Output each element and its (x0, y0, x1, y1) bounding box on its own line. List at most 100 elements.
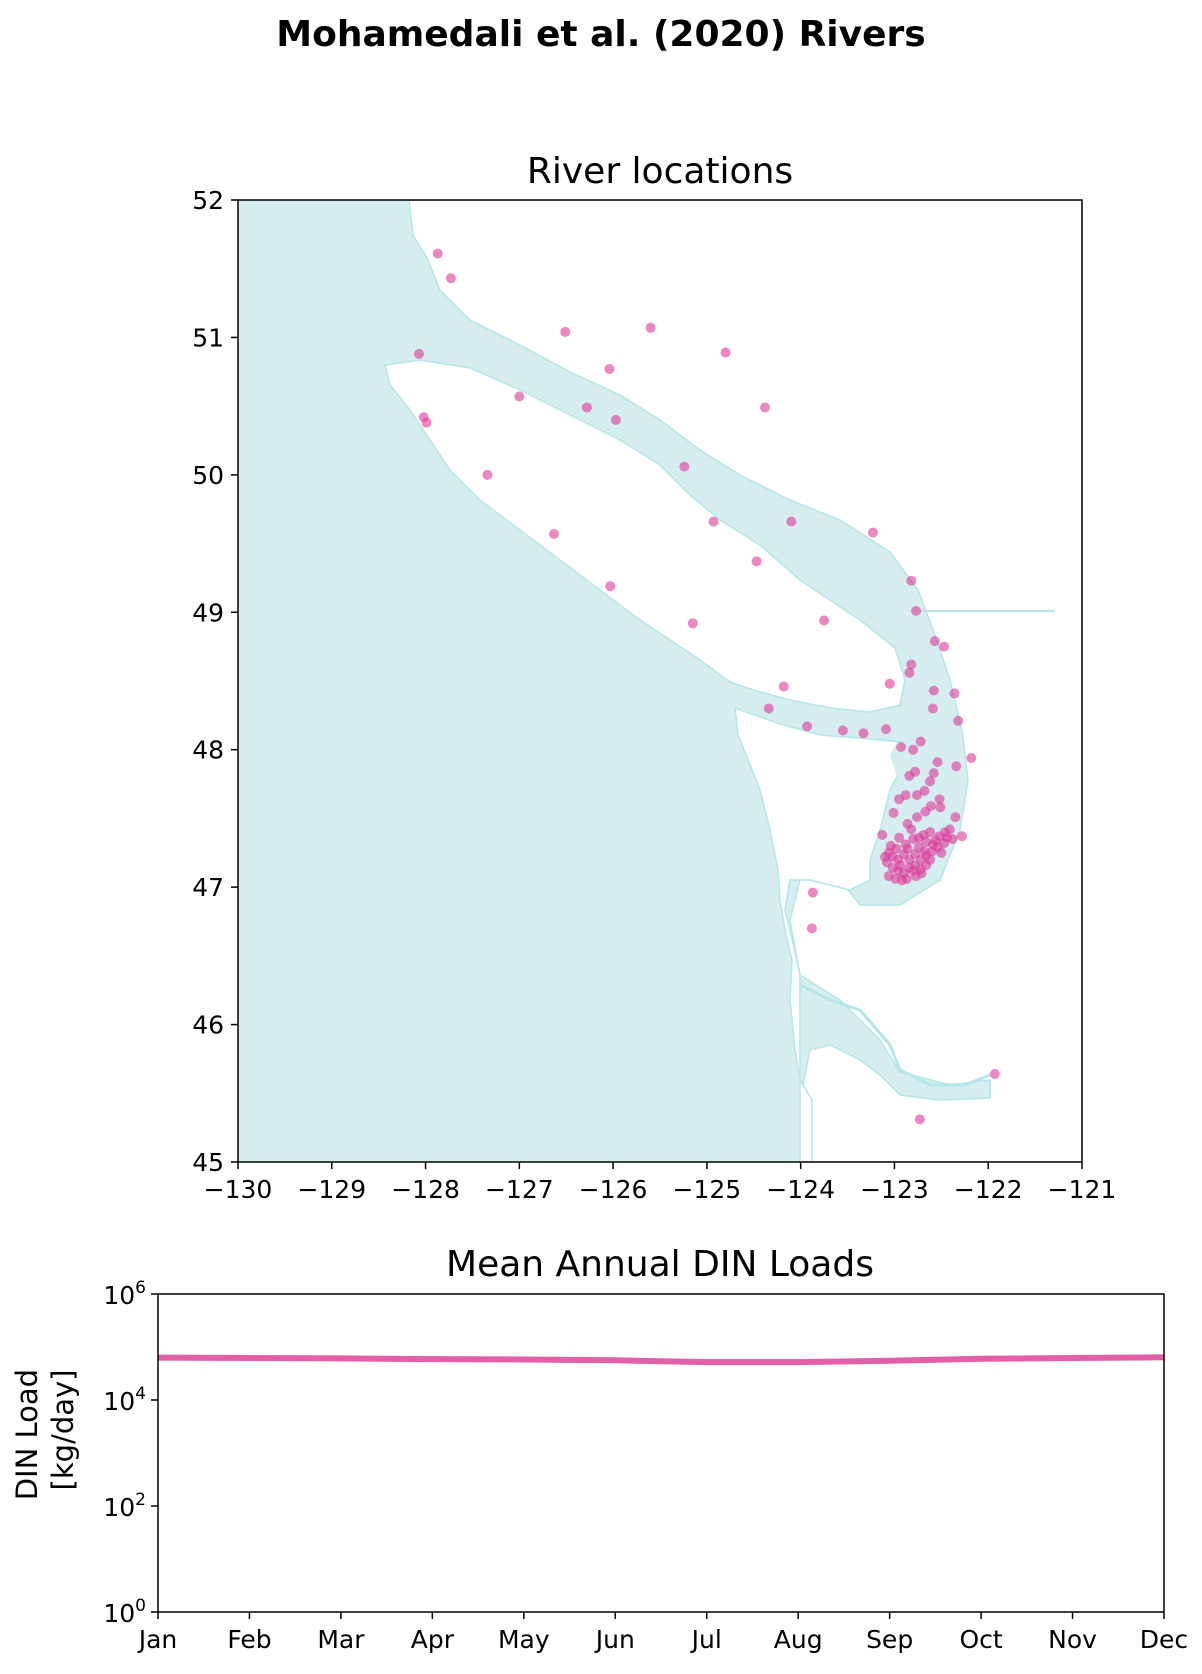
river-point (760, 402, 770, 413)
din-title: Mean Annual DIN Loads (446, 1244, 874, 1285)
river-point (904, 770, 915, 781)
river-point (906, 659, 917, 670)
river-point (432, 248, 443, 259)
din-y-tick-label: 104 (103, 1384, 146, 1416)
juan-de-fuca (735, 695, 905, 732)
river-point (786, 516, 797, 527)
map-panel: River locations −130 −129 −128 −127 −126 −125… (192, 151, 1116, 1204)
din-x-tick-label: Jan (137, 1625, 178, 1654)
din-x-axis: Jan Feb Mar Apr May Jun Jul Aug Sep Oct Nov Dec (137, 1612, 1188, 1654)
river-point (908, 865, 919, 876)
map-y-axis: 45 46 47 48 49 50 51 52 (192, 186, 238, 1177)
river-point (913, 832, 924, 843)
map-title: River locations (527, 151, 793, 192)
river-point (687, 618, 698, 629)
map-y-tick-label: 52 (192, 186, 224, 215)
river-point (953, 715, 964, 726)
mainland (408, 200, 1082, 1162)
river-point (930, 835, 941, 846)
map-x-tick-label: −126 (579, 1175, 648, 1204)
river-point (915, 736, 926, 747)
map-axes-frame (237, 199, 1083, 1163)
river-point (751, 556, 762, 567)
river-point (902, 843, 913, 854)
river-point (925, 854, 936, 865)
map-y-tick-label: 46 (192, 1011, 224, 1040)
din-load-line (158, 1354, 1164, 1366)
river-point (807, 887, 818, 898)
river-point (888, 807, 899, 818)
river-point (549, 529, 559, 539)
river-point (966, 753, 977, 763)
vancouver-island (384, 359, 906, 713)
din-x-tick-label: Oct (959, 1625, 1002, 1654)
map-y-tick-label: 51 (192, 323, 224, 352)
din-x-tick-label: Feb (227, 1625, 271, 1654)
din-y-tick-label: 106 (103, 1278, 146, 1310)
map-y-tick-label: 45 (192, 1148, 224, 1177)
river-point (645, 322, 656, 333)
river-point (932, 757, 943, 768)
river-point (904, 667, 915, 678)
din-series (158, 1354, 1164, 1366)
map-y-tick-label: 48 (192, 736, 224, 765)
map-y-tick-label: 49 (192, 598, 224, 627)
river-point (885, 840, 896, 851)
river-point (763, 703, 774, 714)
din-y-tick-label: 102 (103, 1490, 146, 1522)
river-point (819, 615, 830, 626)
din-y-label: DIN Load [kg/day] (10, 1360, 80, 1501)
din-y-label-line2: [kg/day] (46, 1370, 80, 1491)
river-point (908, 744, 919, 755)
river-point (919, 785, 930, 796)
din-x-tick-label: Mar (317, 1625, 365, 1654)
din-panel: Mean Annual DIN Loads Jan Feb Mar Apr May Jun… (10, 1244, 1188, 1654)
din-x-tick-label: Apr (411, 1625, 455, 1654)
river-point (935, 802, 946, 813)
river-point (951, 761, 962, 772)
river-point (894, 794, 905, 805)
din-x-tick-label: Aug (774, 1625, 823, 1654)
din-x-tick-label: Sep (866, 1625, 913, 1654)
river-point (939, 641, 950, 652)
map-x-tick-label: −121 (1048, 1175, 1117, 1204)
river-point (482, 469, 493, 480)
river-point (928, 768, 939, 779)
river-point (901, 873, 912, 884)
din-axes-frame (157, 1293, 1165, 1613)
river-point (920, 806, 931, 817)
columbia-river (799, 983, 991, 1087)
river-point (895, 860, 906, 871)
river-point (778, 681, 789, 692)
din-x-tick-label: Jun (594, 1625, 635, 1654)
river-point (605, 581, 616, 592)
river-point (950, 812, 961, 823)
map-y-tick-label: 50 (192, 461, 224, 490)
river-point (802, 721, 813, 732)
river-point (928, 685, 939, 696)
figure-title: Mohamedali et al. (2020) Rivers (276, 14, 925, 55)
river-point (925, 776, 936, 787)
river-point (884, 678, 895, 689)
river-point (912, 790, 922, 801)
river-point (708, 516, 719, 527)
map-x-tick-label: −124 (766, 1175, 835, 1204)
river-points (414, 248, 1000, 1125)
map-x-axis: −130 −129 −128 −127 −126 −125 −124 −123 −122 −121 (204, 1162, 1117, 1204)
din-axes-bg (158, 1294, 1164, 1612)
river-point (989, 1069, 1000, 1079)
river-point (944, 824, 955, 835)
river-point (414, 348, 424, 359)
river-point (925, 827, 936, 838)
river-point (912, 812, 922, 823)
river-point (906, 575, 917, 586)
river-point (514, 391, 525, 402)
map-x-tick-label: −123 (860, 1175, 929, 1204)
river-point (858, 728, 869, 739)
din-x-tick-label: Dec (1140, 1625, 1188, 1654)
river-point (679, 461, 690, 472)
river-point (916, 868, 927, 879)
map-x-tick-label: −125 (673, 1175, 742, 1204)
map-x-tick-label: −122 (954, 1175, 1023, 1204)
